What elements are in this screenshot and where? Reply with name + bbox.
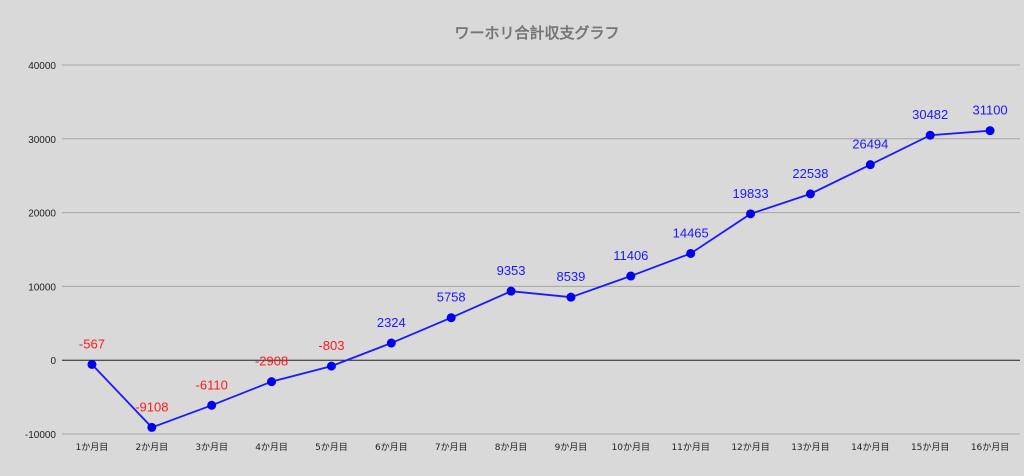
x-tick-label: 3か月目 [195,442,228,453]
data-label: 19833 [732,186,768,201]
data-label: 8539 [556,269,585,284]
data-point [267,377,277,387]
data-points [87,126,995,432]
y-tick-label: 30000 [28,135,56,146]
data-point [805,189,815,199]
data-point [686,248,696,258]
y-tick-label: -10000 [25,430,57,441]
x-tick-label: 6か月目 [375,442,408,453]
data-label: -803 [318,338,344,353]
data-label: -2908 [255,354,288,369]
data-labels: -567 -9108 -6110 -2908 -803 2324 5758 9353 8539 1… [79,103,1008,415]
x-tick-label: 8か月目 [495,442,528,453]
x-tick-label: 16か月目 [971,442,1009,453]
data-point [746,209,756,219]
data-point [925,130,935,140]
series-line [91,129,991,429]
x-tick-label: 2か月目 [135,442,168,453]
data-label: 5758 [437,290,466,305]
x-tick-label: 5か月目 [315,442,348,453]
y-tick-label: 10000 [28,282,56,293]
data-label: 14465 [673,225,709,240]
series-line-layer [91,129,991,429]
x-tick-label: 7か月目 [435,442,468,453]
data-point [207,400,217,410]
y-tick-label: 0 [50,356,56,367]
data-label: -9108 [135,399,168,414]
data-point [446,313,456,323]
data-label: 26494 [852,137,888,152]
y-tick-label: 40000 [28,61,56,72]
data-point [326,361,336,371]
x-tick-label: 13か月目 [791,442,829,453]
data-point [626,271,636,281]
data-point [566,292,576,302]
data-label: 30482 [912,107,948,122]
gridlines [62,64,1020,435]
x-tick-label: 4か月目 [255,442,288,453]
data-point [147,422,157,432]
x-tick-label: 10か月目 [612,442,650,453]
data-label: 31100 [972,103,1007,118]
x-tick-label: 1か月目 [76,442,109,453]
data-label: -567 [79,336,105,351]
data-label: 11406 [613,248,648,263]
data-point [87,359,97,369]
x-tick-label: 15か月目 [911,442,949,453]
data-label: 22538 [792,166,828,181]
x-axis-ticks: 1か月目 2か月目 3か月目 4か月目 5か月目 6か月目 7か月目 8か月目 9か月目 10か月… [76,442,1010,453]
y-tick-label: 20000 [28,209,56,220]
data-point [985,126,995,136]
x-tick-label: 11か月目 [671,442,709,453]
data-point [506,286,516,296]
data-label: -6110 [196,377,228,392]
x-tick-label: 14か月目 [851,442,889,453]
x-tick-label: 12か月目 [731,442,769,453]
data-label: 9353 [497,263,526,278]
data-label: 2324 [377,315,406,330]
data-point [386,338,396,348]
x-tick-label: 9か月目 [555,442,588,453]
data-point [865,160,875,170]
y-axis-ticks: 40000 30000 20000 10000 0 -10000 [25,61,57,441]
chart-title: ワーホリ合計収支グラフ [454,24,619,42]
